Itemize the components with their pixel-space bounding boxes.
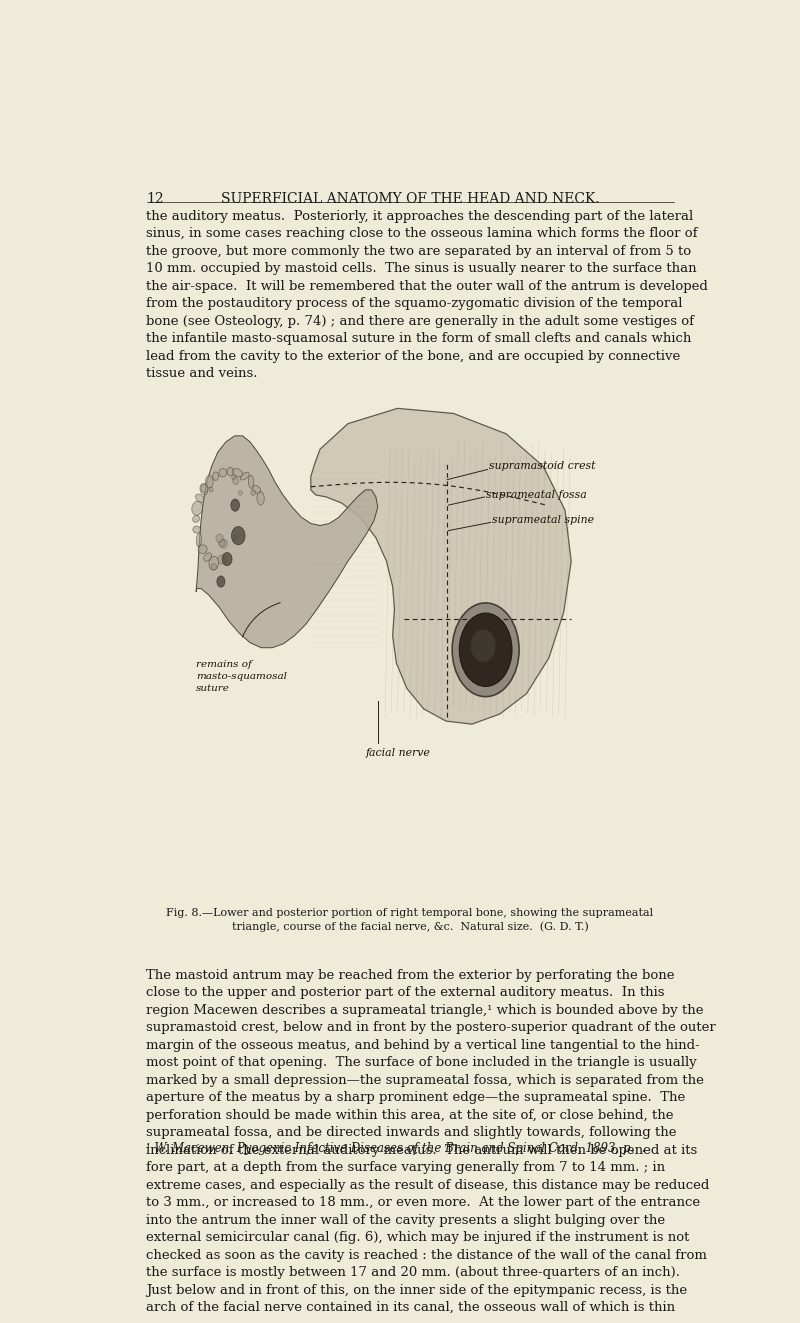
Ellipse shape — [209, 556, 218, 570]
Ellipse shape — [192, 501, 202, 516]
Ellipse shape — [470, 630, 495, 662]
Ellipse shape — [252, 486, 261, 493]
Ellipse shape — [231, 527, 245, 545]
Ellipse shape — [211, 564, 217, 570]
Ellipse shape — [216, 534, 223, 542]
Ellipse shape — [209, 487, 213, 492]
Ellipse shape — [459, 613, 512, 687]
Text: suprameatal fossa: suprameatal fossa — [486, 490, 586, 500]
Ellipse shape — [200, 484, 208, 495]
Ellipse shape — [193, 516, 199, 523]
Text: ¹ W. Macewen, Pyogenic Infective Diseases of the Brain and Spinal Cord, 1893, p.: ¹ W. Macewen, Pyogenic Infective Disease… — [146, 1142, 646, 1155]
Ellipse shape — [240, 472, 249, 480]
Ellipse shape — [257, 491, 264, 505]
Text: suprameatal spine: suprameatal spine — [492, 516, 594, 525]
Ellipse shape — [249, 475, 254, 488]
Text: remains of
masto-squamosal
suture: remains of masto-squamosal suture — [196, 660, 287, 692]
Ellipse shape — [204, 553, 212, 561]
Polygon shape — [310, 409, 571, 724]
Text: The mastoid antrum may be reached from the exterior by perforating the bone
clos: The mastoid antrum may be reached from t… — [146, 968, 716, 1314]
Text: Fig. 8.—Lower and posterior portion of right temporal bone, showing the supramea: Fig. 8.—Lower and posterior portion of r… — [166, 908, 654, 933]
Ellipse shape — [201, 484, 208, 492]
Ellipse shape — [452, 603, 519, 697]
Ellipse shape — [196, 533, 202, 546]
Ellipse shape — [198, 545, 207, 553]
Ellipse shape — [233, 536, 237, 540]
Text: facial nerve: facial nerve — [366, 747, 430, 758]
Text: the auditory meatus.  Posteriorly, it approaches the descending part of the late: the auditory meatus. Posteriorly, it app… — [146, 209, 708, 380]
Text: 12: 12 — [146, 192, 164, 206]
Ellipse shape — [219, 540, 227, 548]
Ellipse shape — [238, 491, 242, 495]
Ellipse shape — [218, 554, 226, 564]
Ellipse shape — [217, 576, 225, 587]
Ellipse shape — [227, 467, 234, 476]
Ellipse shape — [195, 493, 204, 503]
Ellipse shape — [232, 475, 236, 480]
Polygon shape — [196, 435, 378, 648]
Ellipse shape — [213, 472, 218, 480]
Bar — [181, 591, 639, 888]
Text: supramastoid crest: supramastoid crest — [490, 462, 596, 471]
Ellipse shape — [222, 553, 232, 566]
Ellipse shape — [233, 478, 239, 484]
Ellipse shape — [231, 499, 239, 511]
Ellipse shape — [250, 490, 255, 495]
Ellipse shape — [206, 475, 213, 488]
Ellipse shape — [233, 468, 242, 476]
Ellipse shape — [193, 527, 201, 533]
Ellipse shape — [219, 468, 226, 476]
Text: SUPERFICIAL ANATOMY OF THE HEAD AND NECK.: SUPERFICIAL ANATOMY OF THE HEAD AND NECK… — [221, 192, 599, 206]
Ellipse shape — [218, 538, 225, 546]
